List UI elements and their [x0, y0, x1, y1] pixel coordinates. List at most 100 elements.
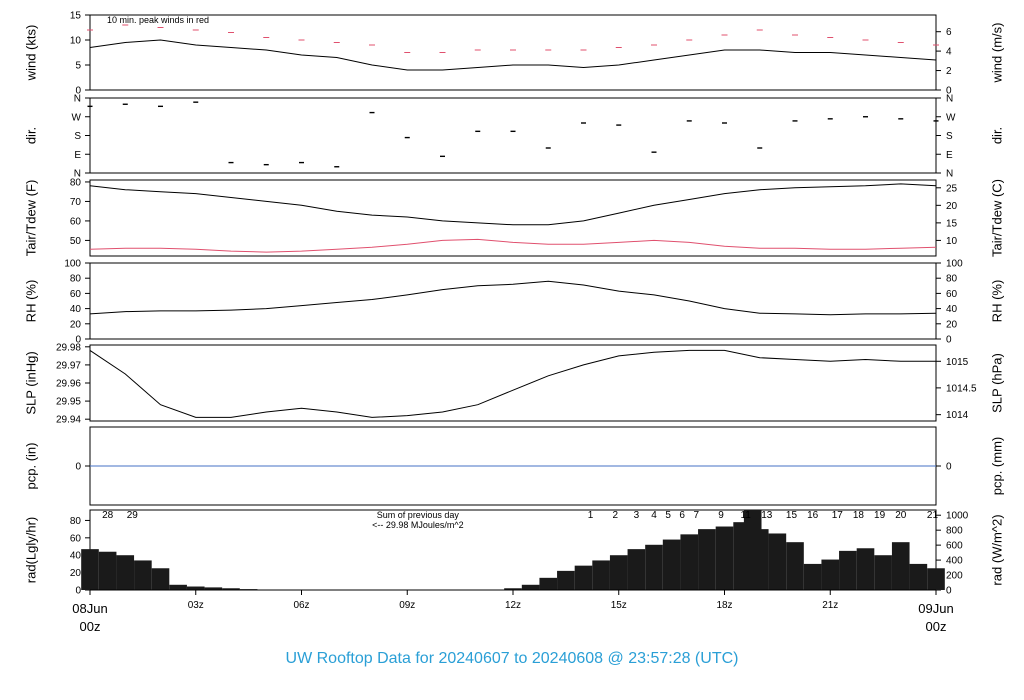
hour-label: 15 — [786, 510, 798, 521]
radiation-bar — [627, 549, 646, 590]
panel-frame — [89, 14, 937, 91]
hour-label: 7 — [694, 510, 700, 521]
y-tick-label: 15 — [70, 11, 82, 22]
y-tick-label-right: 4 — [946, 47, 952, 58]
y-tick-label: N — [74, 94, 81, 105]
y-axis-label-right: rad (W/m^2) — [989, 514, 1004, 585]
radiation-bar — [909, 563, 928, 590]
y-axis-label-right: pcp. (mm) — [989, 437, 1004, 496]
y-tick-label-right: E — [946, 150, 953, 161]
y-axis-label-right: dir. — [989, 127, 1004, 144]
radiation-bar — [715, 526, 734, 590]
x-tick-label: 12z — [505, 600, 521, 611]
hour-label: 29 — [127, 510, 139, 521]
radiation-bar — [750, 529, 769, 590]
hour-label: 9 — [718, 510, 724, 521]
series-line — [89, 280, 937, 316]
radiation-bar — [539, 577, 558, 590]
y-tick-label: 60 — [70, 289, 82, 300]
y-tick-label: 80 — [70, 274, 82, 285]
radiation-bar — [645, 544, 663, 590]
panel-frame — [89, 262, 937, 340]
y-tick-label: 29.98 — [56, 342, 81, 353]
y-axis-label: rad(Lgly/hr) — [23, 517, 38, 583]
panel-annotation: 10 min. peak winds in red — [107, 15, 209, 25]
y-tick-label: 50 — [70, 236, 82, 247]
y-tick-label: 29.95 — [56, 397, 81, 408]
y-tick-label: S — [74, 131, 81, 142]
y-axis-label: Tair/Tdew (F) — [23, 180, 38, 257]
x-tick-label: 09z — [399, 600, 415, 611]
y-tick-label-right: 0 — [946, 335, 952, 346]
y-tick-label-right: 400 — [946, 556, 963, 567]
y-tick-label-right: 20 — [946, 201, 958, 212]
radiation-bar — [186, 586, 205, 590]
y-tick-label: 80 — [70, 177, 82, 188]
radiation-note: Sum of previous day — [377, 510, 460, 520]
radiation-bar — [557, 570, 575, 590]
y-axis-label-right: Tair/Tdew (C) — [989, 179, 1004, 257]
x-tick-label: 21z — [822, 600, 838, 611]
y-tick-label-right: 0 — [946, 586, 952, 597]
panel-pcp: pcp. (in) pcp. (mm) 0 0 — [23, 426, 1004, 506]
y-tick-label-right: 200 — [946, 571, 963, 582]
y-tick-label-right: N — [946, 94, 953, 105]
y-tick-label-right: 2 — [946, 66, 952, 77]
y-tick-label: 20 — [70, 568, 82, 579]
series-line — [89, 349, 936, 418]
y-axis-label: SLP (inHg) — [23, 351, 38, 414]
hour-label: 11 — [740, 510, 751, 521]
y-tick-label: 70 — [70, 197, 82, 208]
radiation-bar — [821, 559, 840, 590]
radiation-bar — [856, 548, 875, 590]
y-tick-label: 10 — [70, 36, 82, 47]
radiation-bar — [662, 539, 681, 590]
y-tick-label: N — [74, 169, 81, 180]
y-tick-label: E — [74, 150, 81, 161]
hour-label: 21 — [927, 510, 939, 521]
hour-label: 4 — [651, 510, 657, 521]
radiation-bar — [698, 529, 716, 590]
y-tick-label-right: 10 — [946, 236, 958, 247]
series-line — [89, 39, 937, 71]
radiation-bar — [768, 533, 787, 590]
y-tick-label-right: 0 — [946, 86, 952, 97]
y-tick-label-right: N — [946, 169, 953, 180]
radiation-bar — [504, 588, 522, 590]
y-tick-label-right: 100 — [946, 259, 963, 270]
hour-label: 5 — [665, 510, 671, 521]
radiation-bar — [204, 587, 223, 590]
y-tick-label-right: 40 — [946, 304, 958, 315]
y-tick-label-right: 80 — [946, 274, 958, 285]
y-tick-label: 29.97 — [56, 360, 81, 371]
panel-frame — [89, 97, 937, 174]
radiation-bar — [222, 588, 240, 590]
radiation-bar — [521, 584, 540, 590]
y-tick-label-right: 1000 — [946, 511, 969, 522]
radiation-bar — [786, 542, 804, 590]
hour-label: 6 — [679, 510, 685, 521]
radiation-bar — [609, 555, 628, 590]
x-start-date: 08Jun — [72, 601, 107, 616]
panel-frame — [89, 179, 937, 257]
x-tick-label: 18z — [716, 600, 732, 611]
y-axis-label: pcp. (in) — [23, 443, 38, 490]
radiation-bar — [874, 555, 892, 590]
hour-label: 19 — [874, 510, 886, 521]
x-tick-label: 03z — [188, 600, 204, 611]
hour-label: 13 — [761, 510, 773, 521]
radiation-bar — [98, 551, 117, 590]
y-tick-label-right: 20 — [946, 319, 958, 330]
y-tick-label: 40 — [70, 304, 82, 315]
y-tick-label-right: 15 — [946, 218, 958, 229]
radiation-bar — [134, 560, 152, 590]
radiation-bar — [574, 565, 593, 590]
series-line — [89, 183, 937, 226]
y-tick-label: 0 — [75, 586, 81, 597]
y-tick-label-right: W — [946, 112, 956, 123]
hour-label: 3 — [634, 510, 640, 521]
y-tick-label-right: 6 — [946, 27, 952, 38]
